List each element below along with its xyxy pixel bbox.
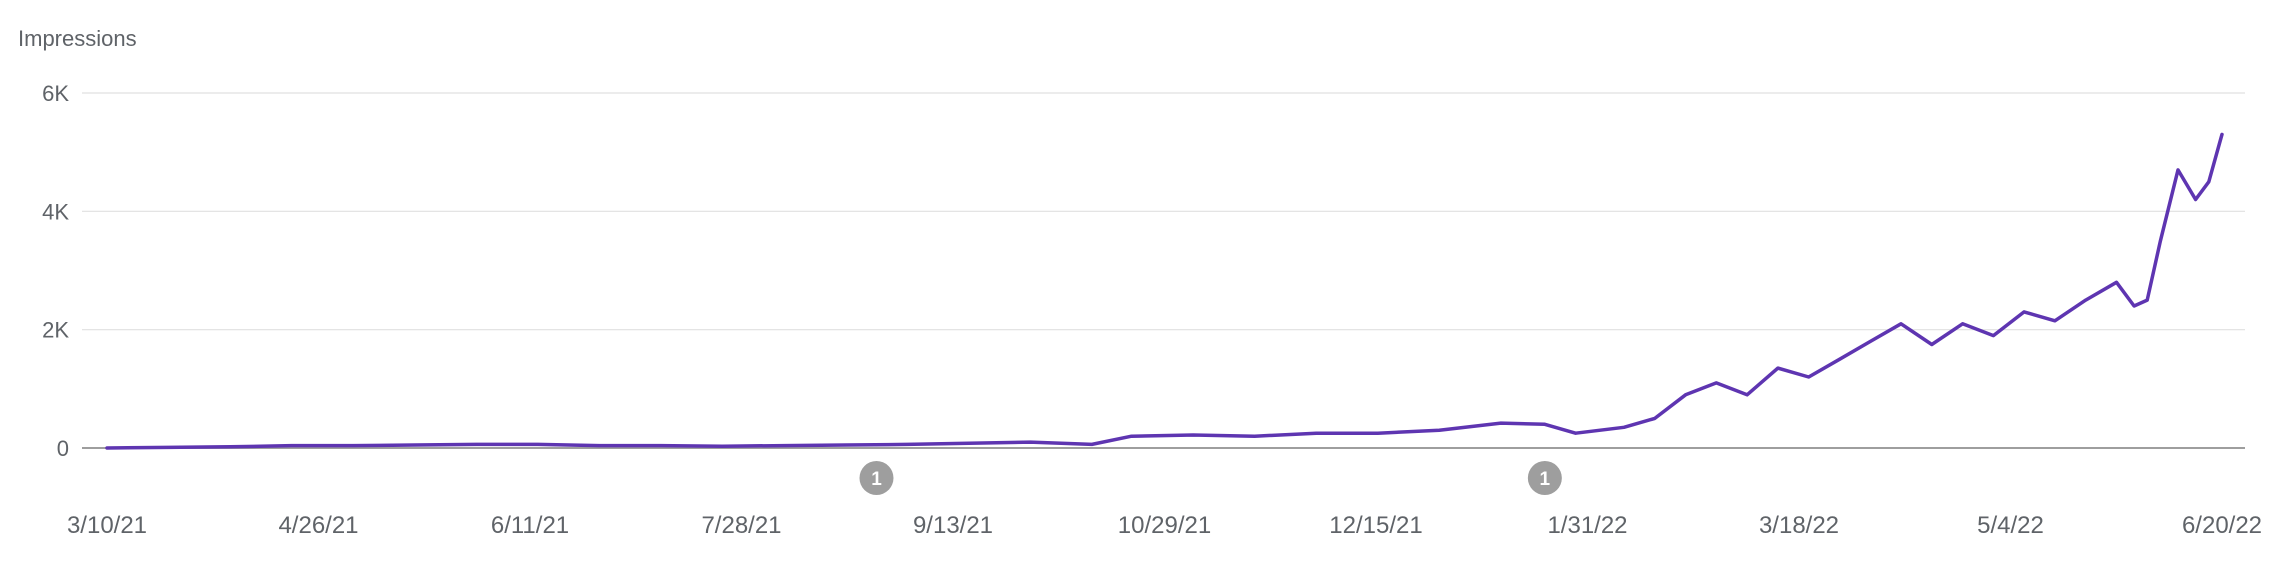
data-point — [167, 446, 170, 449]
data-point — [2084, 298, 2088, 302]
x-axis-ticks: 3/10/21 4/26/21 6/11/21 7/28/21 9/13/21 10/29… — [67, 512, 2262, 539]
x-tick-label: 4/26/21 — [278, 512, 358, 539]
data-point — [1543, 422, 1547, 426]
data-point — [1776, 366, 1780, 370]
data-point — [1090, 443, 1094, 446]
data-point — [1961, 322, 1964, 326]
data-point — [1028, 440, 1032, 444]
data-point — [105, 446, 109, 450]
y-axis-title: Impressions — [18, 26, 137, 51]
data-point — [1868, 340, 1872, 343]
data-point — [598, 444, 601, 448]
data-point — [1991, 334, 1995, 337]
data-point — [782, 444, 786, 448]
x-tick-label: 6/20/22 — [2182, 512, 2262, 539]
data-point — [2022, 310, 2026, 314]
data-point — [1499, 421, 1503, 425]
impressions-series-line — [105, 132, 2224, 450]
annotation-label: 1 — [1540, 469, 1551, 490]
y-tick-label: 2K — [42, 318, 69, 343]
data-point — [1376, 431, 1380, 435]
data-point — [1191, 433, 1195, 437]
data-point — [1745, 393, 1749, 397]
data-point — [1314, 431, 1318, 435]
data-point — [413, 443, 417, 447]
data-point — [2159, 239, 2162, 243]
data-point — [844, 443, 848, 447]
x-tick-label: 3/18/22 — [1759, 512, 1839, 539]
annotation-marker[interactable]: 1 — [859, 461, 894, 495]
y-tick-label: 0 — [57, 436, 69, 461]
annotation-label: 1 — [871, 469, 882, 490]
x-tick-label: 3/10/21 — [67, 512, 147, 539]
data-point — [1130, 434, 1133, 438]
annotation-circle[interactable] — [1527, 461, 1562, 495]
data-point — [2207, 180, 2211, 184]
series-layer — [105, 132, 2224, 450]
x-tick-label: 1/31/22 — [1547, 512, 1627, 539]
data-point — [1653, 417, 1657, 420]
data-point — [228, 445, 232, 449]
data-point — [659, 444, 663, 448]
data-point — [2194, 198, 2198, 201]
x-tick-label: 6/11/21 — [491, 512, 569, 539]
data-point — [967, 441, 971, 445]
data-point — [1437, 428, 1441, 432]
data-point — [1930, 343, 1934, 346]
data-point — [2132, 304, 2136, 308]
data-point — [1807, 375, 1811, 379]
y-tick-label: 4K — [42, 199, 69, 224]
x-tick-label: 5/4/22 — [1977, 512, 2044, 539]
data-point — [2220, 133, 2224, 136]
data-point — [1622, 425, 1626, 429]
grid — [82, 92, 2245, 449]
data-point — [721, 444, 724, 448]
data-point — [1714, 381, 1718, 385]
annotation-circle[interactable] — [859, 461, 894, 495]
annotation-marker[interactable]: 1 — [1527, 461, 1562, 495]
x-tick-label: 7/28/21 — [701, 512, 781, 539]
data-point — [2176, 168, 2180, 172]
data-point — [351, 444, 355, 448]
x-tick-label: 10/29/21 — [1118, 512, 1211, 539]
data-point — [1684, 393, 1687, 397]
data-point — [905, 443, 909, 446]
x-tick-label: 9/13/21 — [913, 512, 993, 539]
x-tick-label: 12/15/21 — [1329, 512, 1422, 539]
data-point — [2053, 319, 2057, 323]
y-tick-label: 6K — [42, 81, 69, 106]
data-point — [536, 443, 540, 446]
data-point — [290, 444, 294, 448]
data-point — [2145, 298, 2149, 302]
data-point — [1899, 322, 1903, 326]
data-point — [474, 443, 478, 446]
y-axis-ticks: 6K 4K 2K 0 — [42, 81, 69, 461]
data-point — [1574, 431, 1578, 435]
data-point — [1838, 357, 1841, 361]
data-point — [1253, 434, 1257, 438]
data-point — [2115, 280, 2118, 284]
